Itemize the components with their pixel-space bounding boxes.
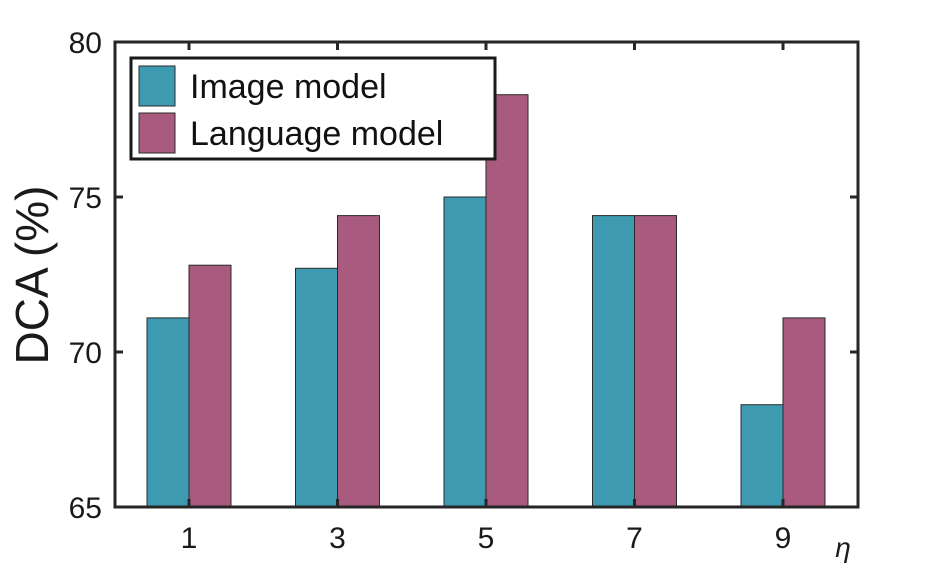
bar-image-model-eta-7	[592, 215, 635, 508]
bar-language-model-eta-7	[634, 215, 677, 508]
bar-image-model-eta-1	[146, 317, 190, 508]
legend-swatch-language-model	[138, 112, 176, 154]
y-tick-label: 65	[69, 492, 102, 525]
x-tick-label: 9	[775, 522, 792, 555]
x-tick-label: 3	[329, 522, 346, 555]
x-tick-label: 1	[181, 522, 198, 555]
y-tick-label: 75	[69, 182, 102, 215]
legend: Image model Language model	[129, 56, 497, 161]
legend-swatch-image-model	[138, 65, 176, 107]
plot-frame	[113, 40, 860, 509]
bars-layer	[146, 94, 826, 508]
legend-label-language-model: Language model	[190, 115, 443, 153]
x-tick-label: 7	[626, 522, 643, 555]
bar-image-model-eta-3	[295, 267, 338, 508]
legend-box	[129, 56, 497, 161]
bar-language-model-eta-1	[188, 264, 232, 508]
bar-image-model-eta-9	[740, 404, 784, 508]
bar-language-model-eta-9	[782, 317, 826, 508]
y-tick-label: 80	[69, 27, 102, 60]
bar-language-model-eta-3	[337, 215, 380, 508]
x-tick-label: 5	[478, 522, 495, 555]
y-tick-label: 70	[69, 337, 102, 370]
y-axis-label: DCA (%)	[6, 186, 58, 365]
bar-language-model-eta-5	[485, 94, 529, 508]
legend-label-image-model: Image model	[190, 68, 387, 106]
bar-image-model-eta-5	[443, 196, 487, 508]
labels-layer: 1 3 5 7 9 65 70 75 80 η DCA (%)	[6, 27, 851, 563]
x-axis-label: η	[835, 532, 851, 563]
